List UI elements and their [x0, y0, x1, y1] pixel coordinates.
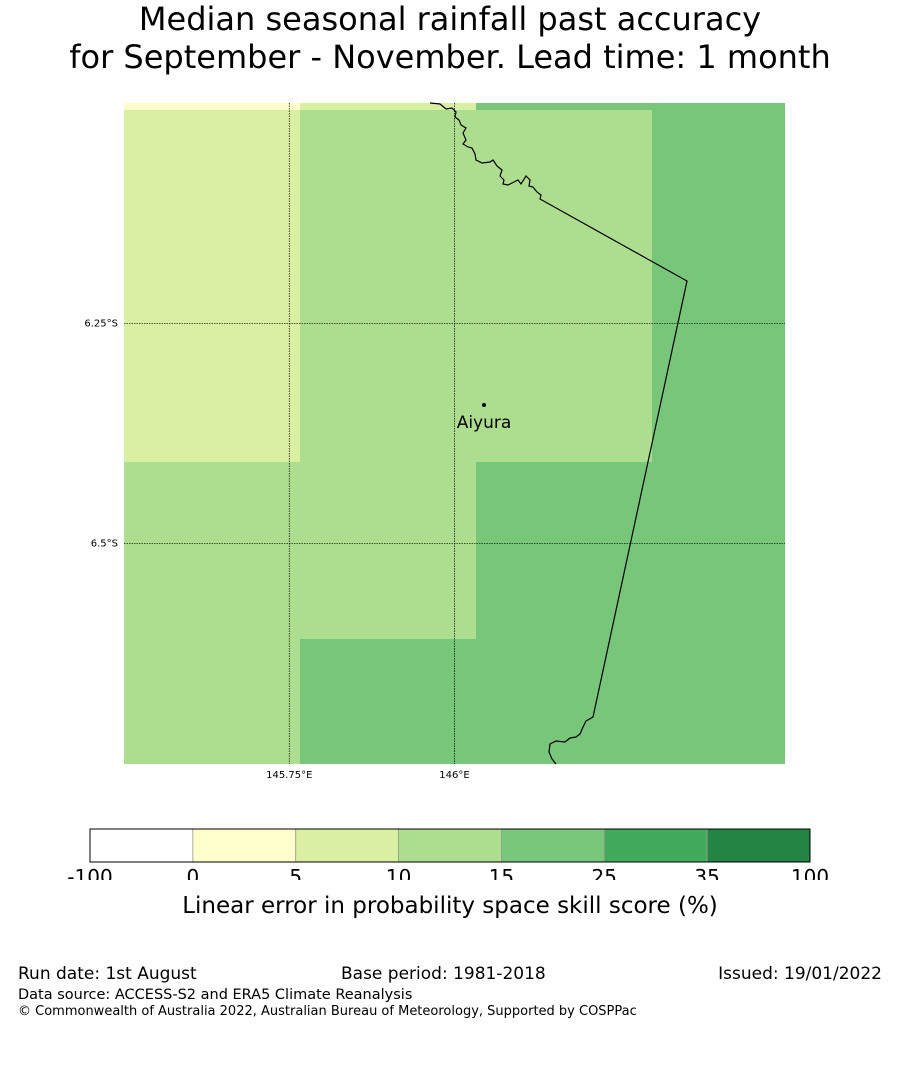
run-date: Run date: 1st August — [18, 964, 197, 984]
colorbar-tick: 5 — [289, 865, 302, 880]
colorbar-swatch — [398, 828, 502, 863]
data-source: Data source: ACCESS-S2 and ERA5 Climate … — [18, 987, 413, 1003]
colorbar-swatch — [603, 828, 708, 863]
colorbar-ticks: -100 0 5 10 15 25 35 100 — [67, 865, 829, 880]
skill-cell — [124, 462, 476, 639]
skill-cells — [124, 103, 785, 764]
skill-cell — [124, 110, 300, 462]
skill-cell — [124, 639, 300, 764]
lon-label-146: 146°E — [439, 770, 469, 781]
skill-cell — [300, 639, 785, 764]
colorbar-swatch — [295, 828, 399, 863]
skill-cell — [476, 103, 785, 110]
country-border — [429, 102, 688, 765]
issued-date: Issued: 19/01/2022 — [718, 964, 882, 984]
colorbar-tick: 100 — [791, 865, 829, 880]
colorbar-tick: 10 — [386, 865, 411, 880]
gridlines — [124, 103, 785, 764]
skill-map: Aiyura 145.75°E 146°E 6.25°S 6.5°S -100 … — [67, 102, 829, 880]
colorbar-label: Linear error in probability space skill … — [182, 893, 718, 919]
lat-label-6-5: 6.5°S — [91, 539, 118, 550]
colorbar-tick: 15 — [489, 865, 514, 880]
colorbar-swatch — [706, 828, 811, 863]
lon-label-145-75: 145.75°E — [266, 770, 312, 781]
title-line-2: for September - November. Lead time: 1 m… — [69, 38, 831, 76]
colorbar-tick: 35 — [694, 865, 719, 880]
colorbar-tick: 0 — [186, 865, 199, 880]
copyright: © Commonwealth of Australia 2022, Austra… — [18, 1004, 637, 1019]
colorbar-swatch — [501, 828, 605, 863]
colorbar-swatch — [192, 828, 297, 863]
lat-label-6-25: 6.25°S — [84, 318, 118, 329]
colorbar-swatch — [89, 828, 194, 863]
chart-title: Median seasonal rainfall past accuracy f… — [0, 0, 900, 76]
skill-cell — [652, 110, 785, 462]
place-label: Aiyura — [457, 413, 512, 433]
colorbar-tick: -100 — [67, 865, 112, 880]
colorbar — [89, 828, 811, 863]
colorbar-tick: 25 — [592, 865, 617, 880]
colorbar-frame — [89, 828, 811, 863]
title-line-1: Median seasonal rainfall past accuracy — [138, 0, 762, 38]
base-period: Base period: 1981-2018 — [341, 964, 546, 984]
skill-cell — [300, 103, 476, 110]
skill-cell — [476, 462, 785, 639]
skill-cell — [300, 110, 652, 462]
skill-cell — [124, 103, 300, 110]
place-marker — [482, 403, 486, 407]
